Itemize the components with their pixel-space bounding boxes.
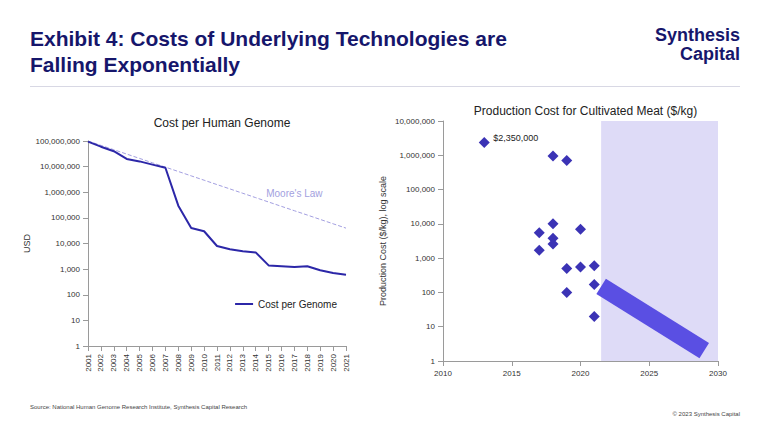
svg-text:100,000,000: 100,000,000	[36, 137, 81, 146]
svg-text:2010: 2010	[434, 369, 452, 378]
svg-text:1,000,000: 1,000,000	[399, 151, 435, 160]
svg-text:1: 1	[431, 357, 436, 366]
svg-text:100: 100	[67, 290, 81, 299]
html-text:Capital: Capital	[680, 44, 740, 64]
svg-text:2020: 2020	[329, 353, 338, 371]
svg-text:2015: 2015	[264, 353, 273, 371]
svg-text:1: 1	[76, 342, 81, 351]
svg-text:2007: 2007	[161, 353, 170, 371]
svg-text:2019: 2019	[316, 353, 325, 371]
svg-text:2012: 2012	[225, 353, 234, 371]
svg-text:2003: 2003	[109, 353, 118, 371]
html-text:Synthesis: Synthesis	[655, 25, 740, 45]
svg-text:Cost per Human Genome: Cost per Human Genome	[154, 116, 291, 130]
html-text:Exhibit 4: Costs of Underlying: Exhibit 4: Costs of Underlying Technolog…	[30, 27, 507, 50]
svg-text:2009: 2009	[187, 353, 196, 371]
svg-text:Production Cost ($/kg), log sc: Production Cost ($/kg), log scale	[378, 176, 388, 306]
svg-text:2016: 2016	[277, 353, 286, 371]
svg-text:1,000,000: 1,000,000	[44, 188, 80, 197]
svg-text:2030: 2030	[709, 369, 727, 378]
svg-text:Cost per Genome: Cost per Genome	[258, 299, 337, 310]
svg-text:1,000: 1,000	[415, 254, 436, 263]
svg-text:2002: 2002	[96, 353, 105, 371]
svg-text:$2,350,000: $2,350,000	[493, 133, 538, 143]
svg-text:2008: 2008	[174, 353, 183, 371]
svg-text:Production Cost for Cultivated: Production Cost for Cultivated Meat ($/k…	[474, 104, 697, 118]
svg-text:2001: 2001	[84, 353, 93, 371]
svg-text:2011: 2011	[213, 353, 222, 371]
svg-text:2018: 2018	[303, 353, 312, 371]
svg-text:2020: 2020	[572, 369, 590, 378]
svg-text:2015: 2015	[503, 369, 521, 378]
svg-text:100: 100	[422, 288, 436, 297]
svg-text:10,000,000: 10,000,000	[395, 117, 436, 126]
svg-text:2013: 2013	[238, 353, 247, 371]
svg-text:2010: 2010	[200, 353, 209, 371]
svg-text:2005: 2005	[135, 353, 144, 371]
svg-text:2017: 2017	[290, 353, 299, 371]
svg-text:2006: 2006	[148, 353, 157, 371]
svg-text:10: 10	[426, 322, 435, 331]
html-text:Source: National Human Genome: Source: National Human Genome Research I…	[30, 404, 248, 410]
svg-text:2025: 2025	[640, 369, 658, 378]
svg-text:2014: 2014	[251, 353, 260, 371]
svg-text:1,000: 1,000	[60, 265, 81, 274]
svg-text:100,000: 100,000	[51, 213, 80, 222]
svg-text:2004: 2004	[122, 353, 131, 371]
svg-text:2021: 2021	[342, 353, 351, 371]
svg-text:Moore's Law: Moore's Law	[266, 188, 323, 199]
svg-text:10,000: 10,000	[411, 219, 436, 228]
html-text:Falling Exponentially: Falling Exponentially	[30, 53, 240, 76]
svg-text:100,000: 100,000	[406, 185, 435, 194]
svg-text:10,000: 10,000	[56, 239, 81, 248]
svg-text:10,000,000: 10,000,000	[40, 162, 81, 171]
svg-text:10: 10	[71, 316, 80, 325]
html-text:© 2023 Synthesis Capital: © 2023 Synthesis Capital	[672, 411, 740, 417]
svg-text:USD: USD	[22, 234, 32, 254]
